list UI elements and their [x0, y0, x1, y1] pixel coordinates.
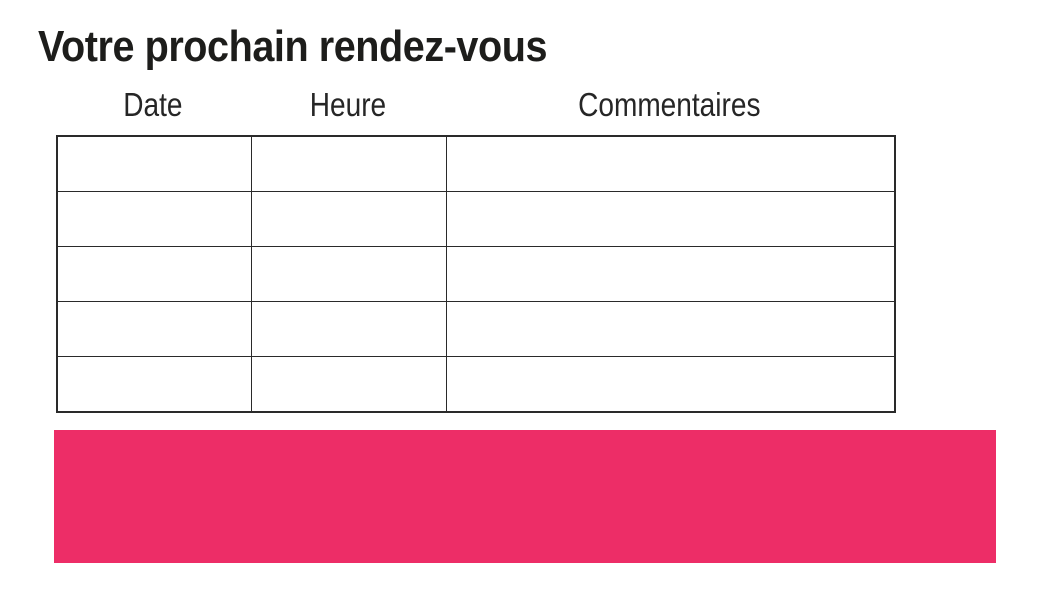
page-title: Votre prochain rendez-vous: [38, 22, 548, 71]
column-header-date: Date: [56, 86, 250, 123]
table-row: [56, 301, 896, 357]
table-cell: [56, 356, 252, 413]
table-cell: [250, 135, 447, 192]
table-cell: [250, 301, 447, 357]
table-cell: [56, 301, 252, 357]
table-cell: [56, 246, 252, 302]
column-header-commentaires: Commentaires: [445, 86, 894, 123]
column-header-commentaires-label: Commentaires: [578, 86, 761, 123]
table-cell: [445, 191, 896, 247]
table-row: [56, 135, 896, 192]
table-cell: [445, 356, 896, 413]
table-row: [56, 246, 896, 302]
table-cell: [445, 301, 896, 357]
table-cell: [445, 246, 896, 302]
table-header-row: Date Heure Commentaires: [56, 86, 894, 123]
appointments-table-body: [56, 135, 896, 413]
table-row: [56, 191, 896, 247]
table-cell: [445, 135, 896, 192]
table-row: [56, 356, 896, 413]
table-cell: [250, 191, 447, 247]
table-cell: [56, 191, 252, 247]
table-cell: [250, 356, 447, 413]
table-cell: [56, 135, 252, 192]
table-cell: [250, 246, 447, 302]
column-header-heure: Heure: [250, 86, 445, 123]
appointments-table: [56, 135, 896, 413]
column-header-date-label: Date: [123, 86, 183, 123]
highlight-band: [54, 430, 996, 563]
column-header-heure-label: Heure: [309, 86, 386, 123]
